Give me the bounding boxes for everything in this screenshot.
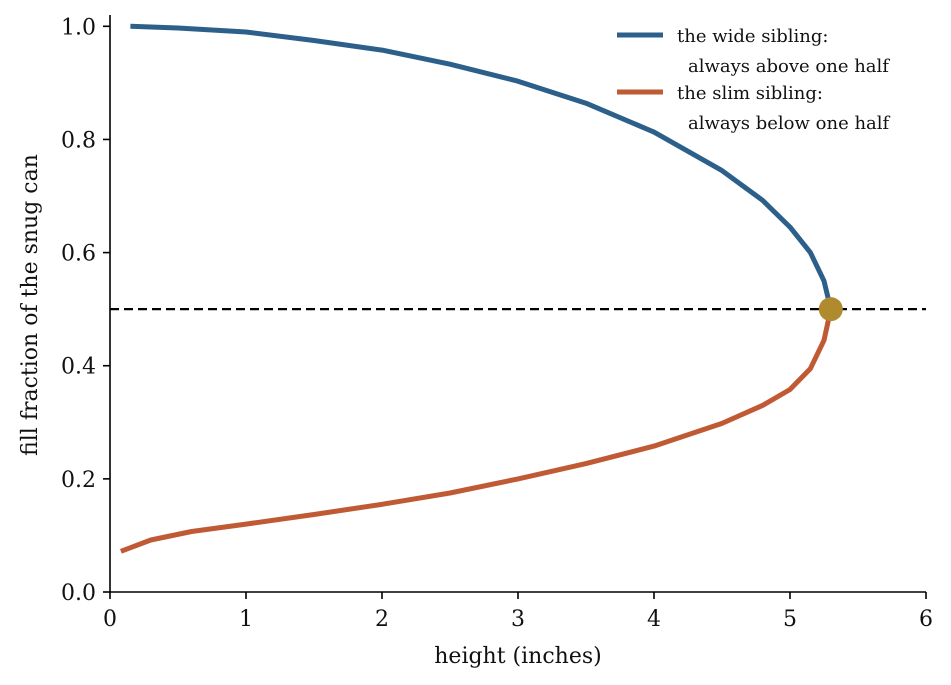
meeting-point-marker <box>818 297 843 322</box>
x-tick-label: 4 <box>647 607 661 632</box>
series-line-wide-sibling <box>130 23 834 310</box>
x-tick-label: 5 <box>783 607 797 632</box>
x-axis-ticks: 0 1 2 3 4 5 6 <box>103 592 933 632</box>
y-tick-label: 0.0 <box>61 581 96 606</box>
x-tick-label: 1 <box>239 607 253 632</box>
x-tick-label: 6 <box>919 607 933 632</box>
y-tick-label: 0.6 <box>61 242 96 267</box>
y-tick-label: 0.2 <box>61 468 96 493</box>
legend-label-wide-sibling-line2: always above one half <box>688 56 890 77</box>
legend: the wide sibling: always above one half … <box>617 26 891 134</box>
y-tick-label: 1.0 <box>61 15 96 40</box>
y-axis-ticks: 0.0 0.2 0.4 0.6 0.8 1.0 <box>61 15 110 606</box>
y-tick-label: 0.4 <box>61 355 96 380</box>
legend-label-slim-sibling-line2: always below one half <box>688 113 891 134</box>
legend-label-slim-sibling: the slim sibling: <box>677 83 823 104</box>
x-tick-label: 0 <box>103 607 117 632</box>
legend-label-wide-sibling: the wide sibling: <box>677 26 828 47</box>
y-axis-label: fill fraction of the snug can <box>18 154 43 456</box>
x-axis-label: height (inches) <box>434 644 601 669</box>
x-tick-label: 2 <box>375 607 389 632</box>
series-line-slim-sibling <box>120 308 834 554</box>
x-tick-label: 3 <box>511 607 525 632</box>
y-tick-label: 0.8 <box>61 128 96 153</box>
